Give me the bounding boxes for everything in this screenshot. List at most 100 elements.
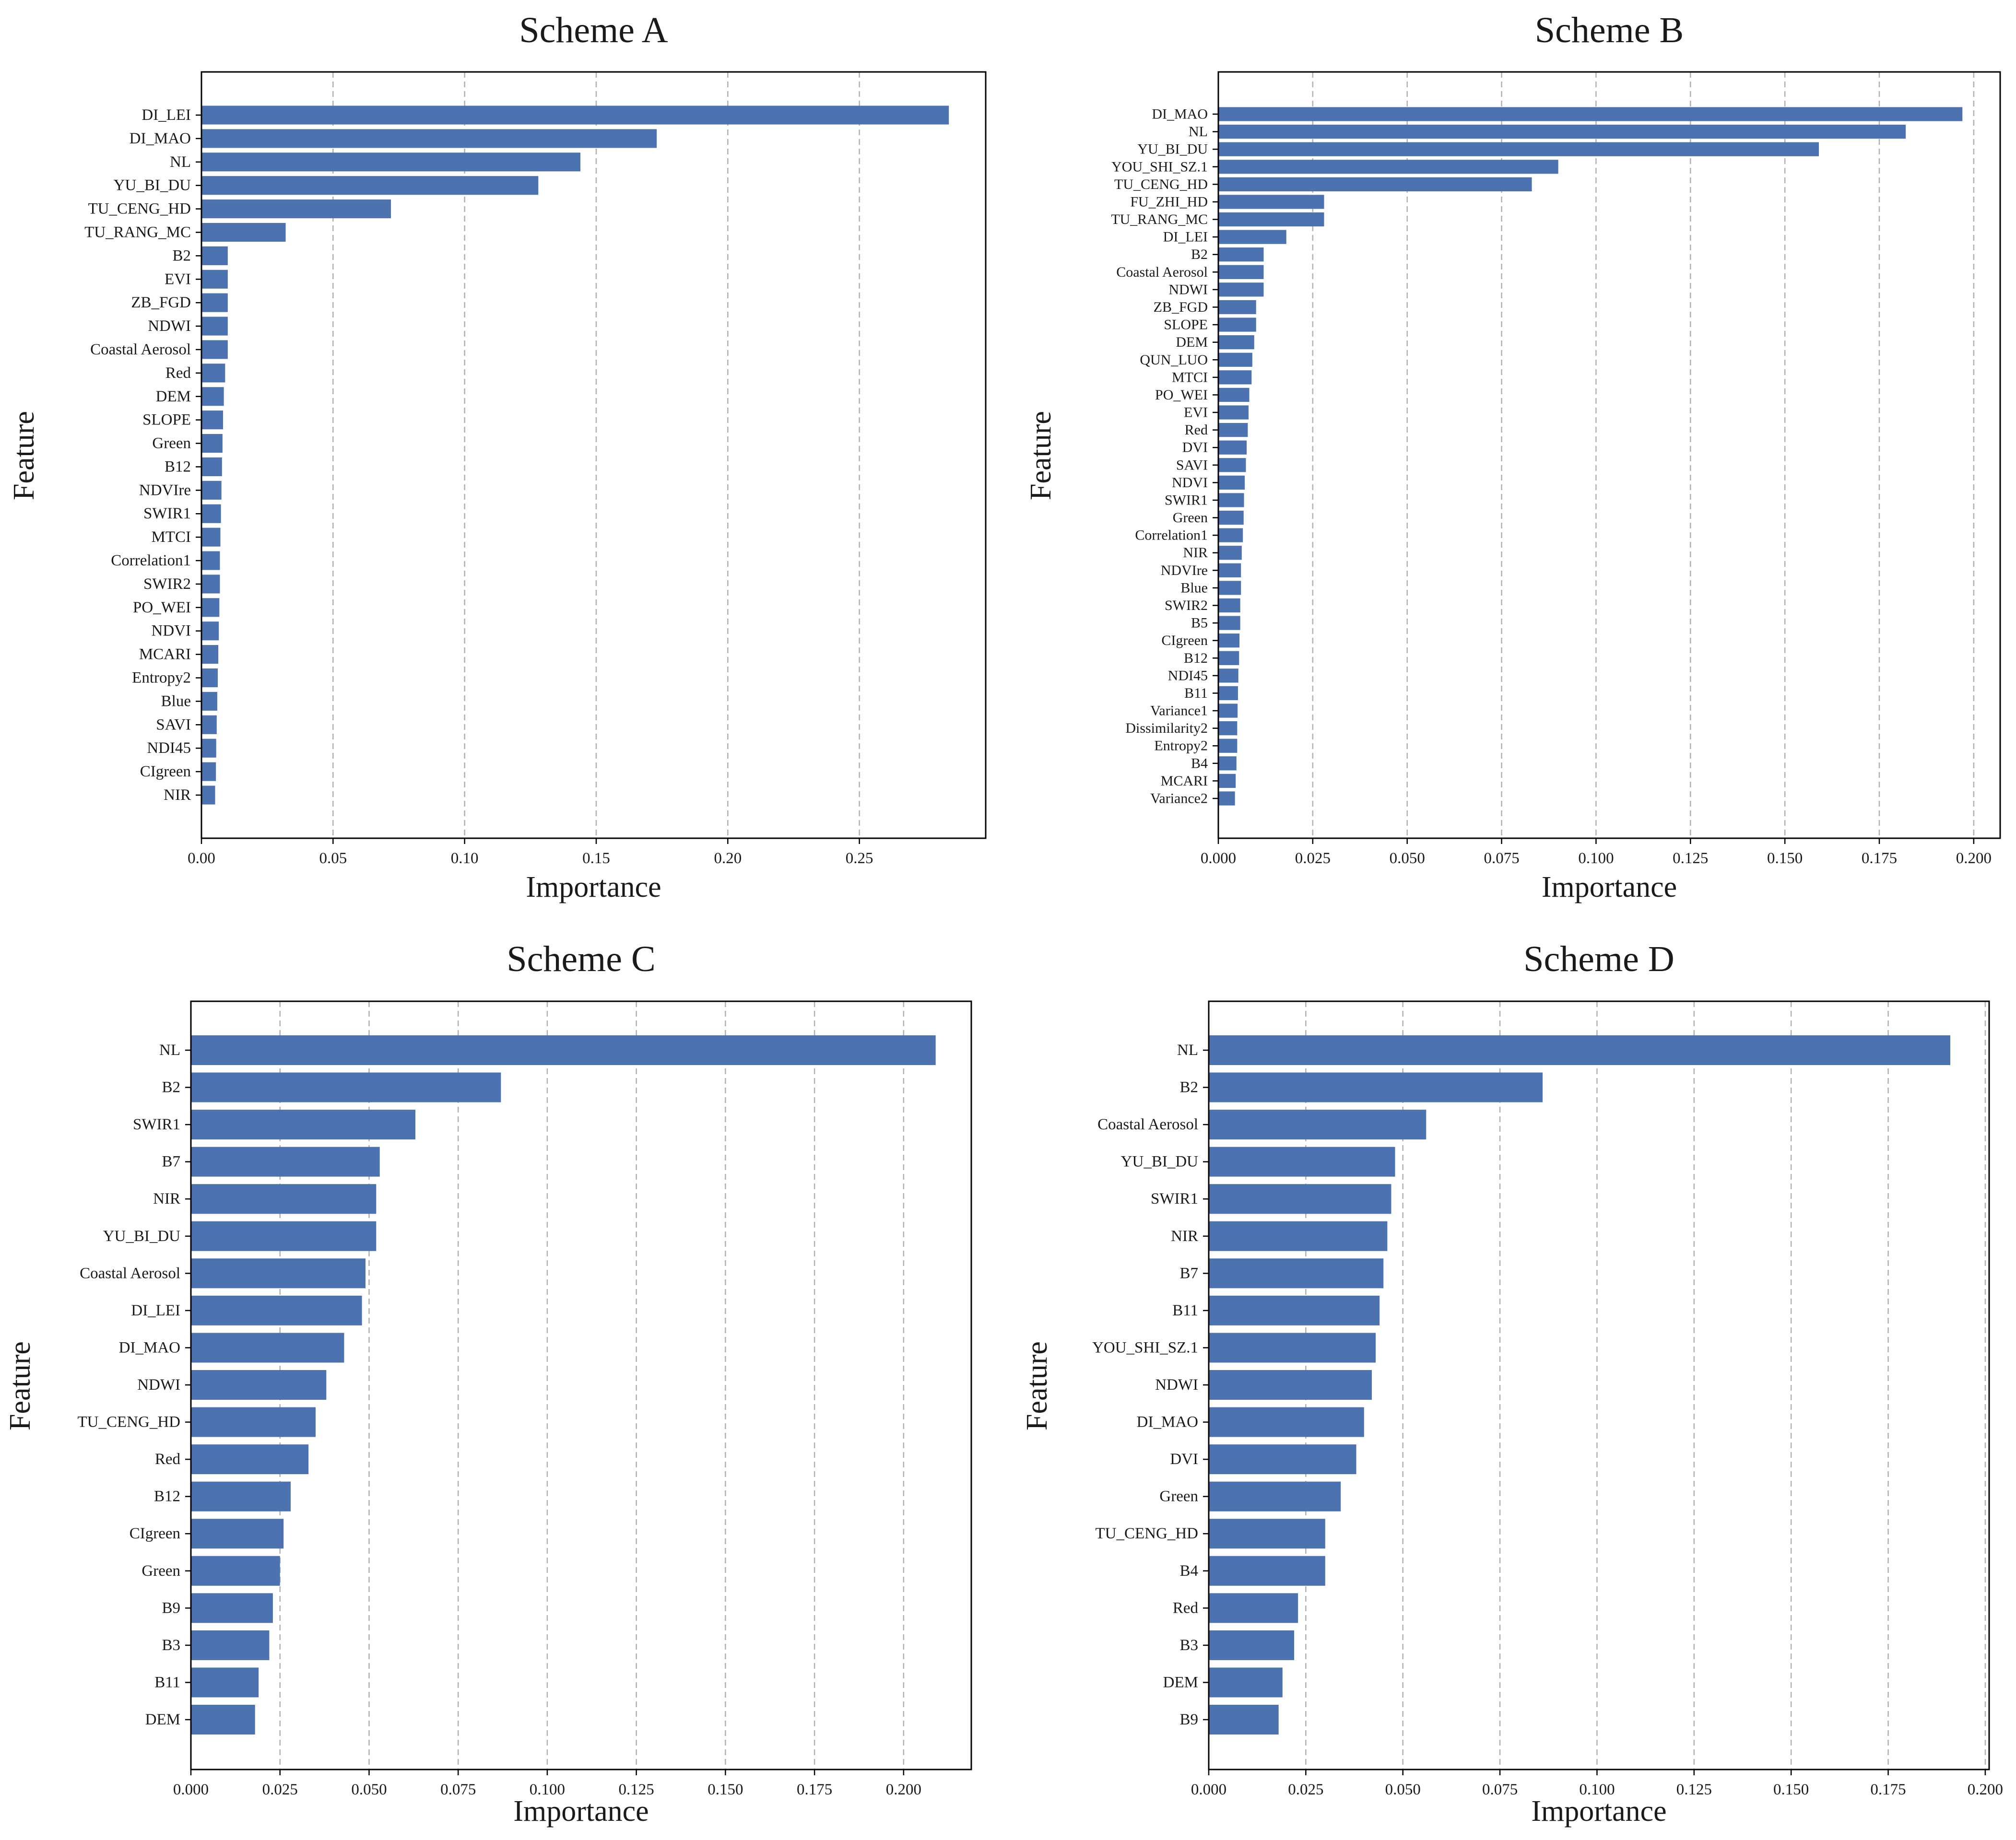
y-tick-label: Red [1185, 422, 1208, 438]
y-tick-label: NL [1189, 124, 1208, 140]
y-tick-label: NDWI [1168, 281, 1208, 297]
y-tick-label: SAVI [1176, 457, 1208, 473]
bar-ndvire [201, 481, 222, 500]
y-tick-label: Correlation1 [111, 552, 191, 569]
bar-b2 [201, 246, 228, 265]
x-tick-label: 0.05 [319, 850, 347, 867]
plot-frame [1217, 71, 2001, 839]
bar-dem [201, 387, 224, 406]
chart-title: Scheme C [507, 939, 655, 979]
y-tick-label: B7 [1179, 1265, 1198, 1282]
x-tick-label: 0.050 [1390, 850, 1425, 867]
bar-b9 [1209, 1704, 1279, 1735]
bar-swir2 [201, 574, 220, 594]
y-tick-label: NDI45 [1168, 668, 1208, 683]
y-tick-label: CIgreen [1161, 633, 1208, 648]
bar-di-mao [191, 1333, 344, 1363]
y-tick-label: TU_RANG_MC [1111, 211, 1208, 227]
bar-yu-bi-du [201, 176, 539, 195]
y-tick-label: DEM [145, 1711, 180, 1728]
y-tick-label: CIgreen [140, 763, 191, 780]
y-tick-label: Red [1173, 1599, 1199, 1617]
y-tick-label: SWIR1 [1165, 492, 1208, 508]
bar-ndwi [201, 316, 228, 336]
y-tick-label: Entropy2 [1154, 738, 1208, 754]
y-tick-label: YU_BI_DU [1121, 1153, 1198, 1171]
bar-ndvire [1218, 563, 1241, 577]
chart-title: Scheme B [1535, 10, 1684, 50]
x-tick-label: 0.125 [1676, 1781, 1712, 1798]
bar-you-shi-sz-1 [1209, 1333, 1376, 1363]
y-tick-label: CIgreen [130, 1525, 180, 1542]
y-tick-label: Green [152, 435, 191, 452]
chart-panel-c: NL B2 SWIR1 B7 NIR YU_BI_DU Coastal Aerosol DI_… [4, 939, 972, 1828]
x-axis-label: Importance [1531, 1795, 1666, 1828]
x-tick-label: 0.000 [1191, 1781, 1226, 1798]
y-axis-label: Feature [8, 411, 40, 500]
bar-correlation1 [1218, 528, 1243, 542]
bar-nl [1209, 1035, 1951, 1066]
y-tick-label: NDVI [152, 622, 191, 640]
y-tick-label: DEM [1176, 334, 1208, 350]
y-tick-label: B3 [162, 1637, 180, 1654]
bar-b7 [1209, 1258, 1384, 1289]
bar-mtci [201, 527, 221, 547]
bar-coastal-aerosol [201, 340, 228, 359]
x-tick-label: 0.050 [351, 1781, 387, 1798]
x-tick-label: 0.075 [1482, 1781, 1518, 1798]
y-tick-label: B12 [1184, 650, 1208, 666]
bar-tu-rang-mc [201, 223, 286, 242]
y-tick-label: ZB_FGD [131, 294, 191, 311]
x-tick-label: 0.150 [1773, 1781, 1809, 1798]
y-tick-label: B9 [162, 1599, 180, 1617]
y-tick-label: YU_BI_DU [103, 1228, 180, 1245]
bar-swir1 [1218, 493, 1244, 507]
y-tick-label: Coastal Aerosol [80, 1265, 180, 1282]
y-tick-label: DI_LEI [1163, 229, 1208, 245]
bar-yu-bi-du [1218, 142, 1819, 156]
bar-correlation1 [201, 551, 220, 570]
y-tick-label: DI_LEI [131, 1302, 180, 1319]
bar-dem [1218, 335, 1254, 350]
bar-nl [201, 152, 581, 172]
bar-coastal-aerosol [1209, 1110, 1427, 1140]
y-tick-label: SWIR1 [143, 505, 191, 522]
y-tick-label: SWIR2 [143, 575, 191, 593]
y-tick-label: YOU_SHI_SZ.1 [1092, 1339, 1198, 1356]
x-tick-label: 0.200 [886, 1781, 921, 1798]
y-tick-label: QUN_LUO [1140, 352, 1208, 368]
y-tick-label: Variance2 [1150, 791, 1208, 807]
bar-yu-bi-du [1209, 1147, 1395, 1177]
y-axis-label: Feature [1021, 1341, 1053, 1430]
bar-cigreen [201, 762, 216, 781]
x-tick-label: 0.100 [1578, 850, 1614, 867]
bar-b12 [191, 1481, 291, 1512]
bar-b7 [191, 1147, 380, 1177]
x-tick-label: 0.200 [1968, 1781, 2003, 1798]
y-tick-label: Coastal Aerosol [90, 341, 191, 358]
x-axis-label: Importance [526, 871, 661, 903]
bar-savi [1218, 458, 1246, 472]
bar-green [191, 1556, 280, 1586]
bar-di-lei [1218, 230, 1286, 244]
y-tick-label: Green [1159, 1488, 1198, 1505]
y-tick-label: YU_BI_DU [1137, 141, 1208, 157]
bar-mtci [1218, 370, 1252, 385]
y-tick-label: B11 [1172, 1302, 1198, 1319]
x-tick-label: 0.025 [262, 1781, 298, 1798]
bar-di-mao [201, 129, 657, 148]
y-tick-label: NL [170, 153, 191, 171]
y-tick-label: YU_BI_DU [114, 177, 191, 194]
y-tick-label: Dissimilarity2 [1125, 720, 1208, 736]
y-tick-label: MTCI [152, 528, 191, 546]
y-tick-label: NDWI [137, 1376, 180, 1394]
bar-swir2 [1218, 598, 1240, 613]
y-tick-label: NDVIre [1161, 563, 1208, 578]
bar-b4 [1209, 1556, 1325, 1586]
bar-you-shi-sz-1 [1218, 160, 1558, 174]
bar-variance2 [1218, 791, 1235, 806]
y-tick-label: B11 [1184, 685, 1208, 701]
x-tick-label: 0.00 [188, 850, 215, 867]
y-tick-label: SWIR2 [1165, 598, 1208, 613]
y-tick-label: MCARI [1161, 773, 1208, 789]
